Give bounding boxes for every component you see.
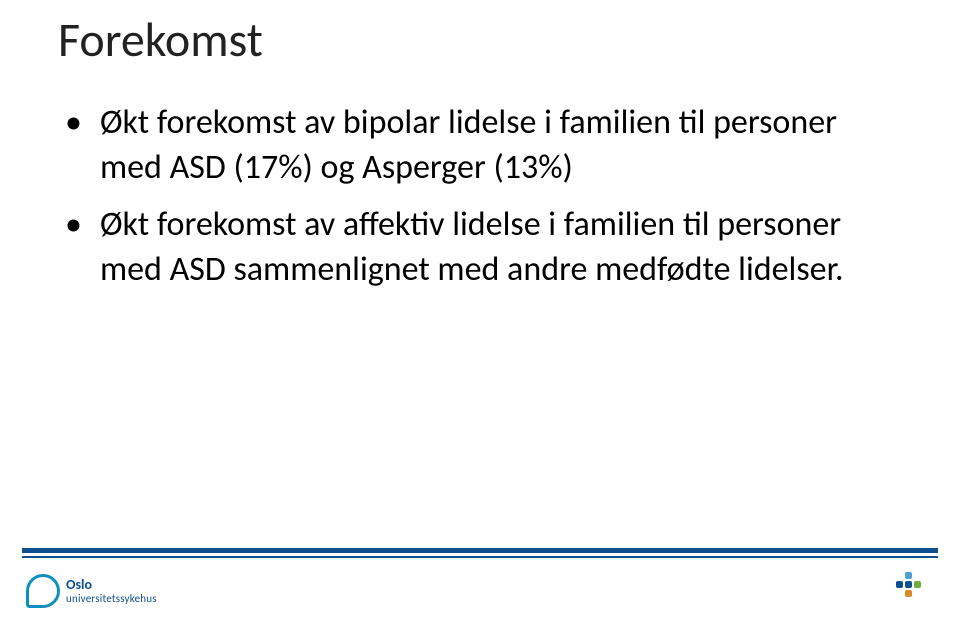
slide-content: • Økt forekomst av bipolar lidelse i fam… [65,100,900,304]
dot-icon [905,581,912,588]
logo-line1: Oslo [66,578,157,593]
logo-ring-icon [26,574,60,608]
dot-icon [905,572,912,579]
logo-mark-icon [26,574,60,608]
bullet-item: • Økt forekomst av bipolar lidelse i fam… [65,100,900,190]
bullet-dot-icon: • [65,100,82,145]
bullet-dot-icon: • [65,202,82,247]
footer-bar-thin [22,556,938,558]
dot-icon [896,581,903,588]
dot-icon [905,590,912,597]
footer-dots-icon [896,572,922,598]
dot-icon [914,581,921,588]
slide-title: Forekomst [58,10,263,69]
slide: Forekomst • Økt forekomst av bipolar lid… [0,0,960,620]
logo-text: Oslo universitetssykehus [66,578,157,604]
logo-line2: universitetssykehus [66,593,157,605]
bullet-item: • Økt forekomst av affektiv lidelse i fa… [65,202,900,292]
bullet-text: Økt forekomst av affektiv lidelse i fami… [100,202,900,292]
bullet-text: Økt forekomst av bipolar lidelse i famil… [100,100,900,190]
hospital-logo: Oslo universitetssykehus [26,574,157,608]
slide-footer: Oslo universitetssykehus [0,548,960,620]
footer-bar-thick [22,548,938,553]
